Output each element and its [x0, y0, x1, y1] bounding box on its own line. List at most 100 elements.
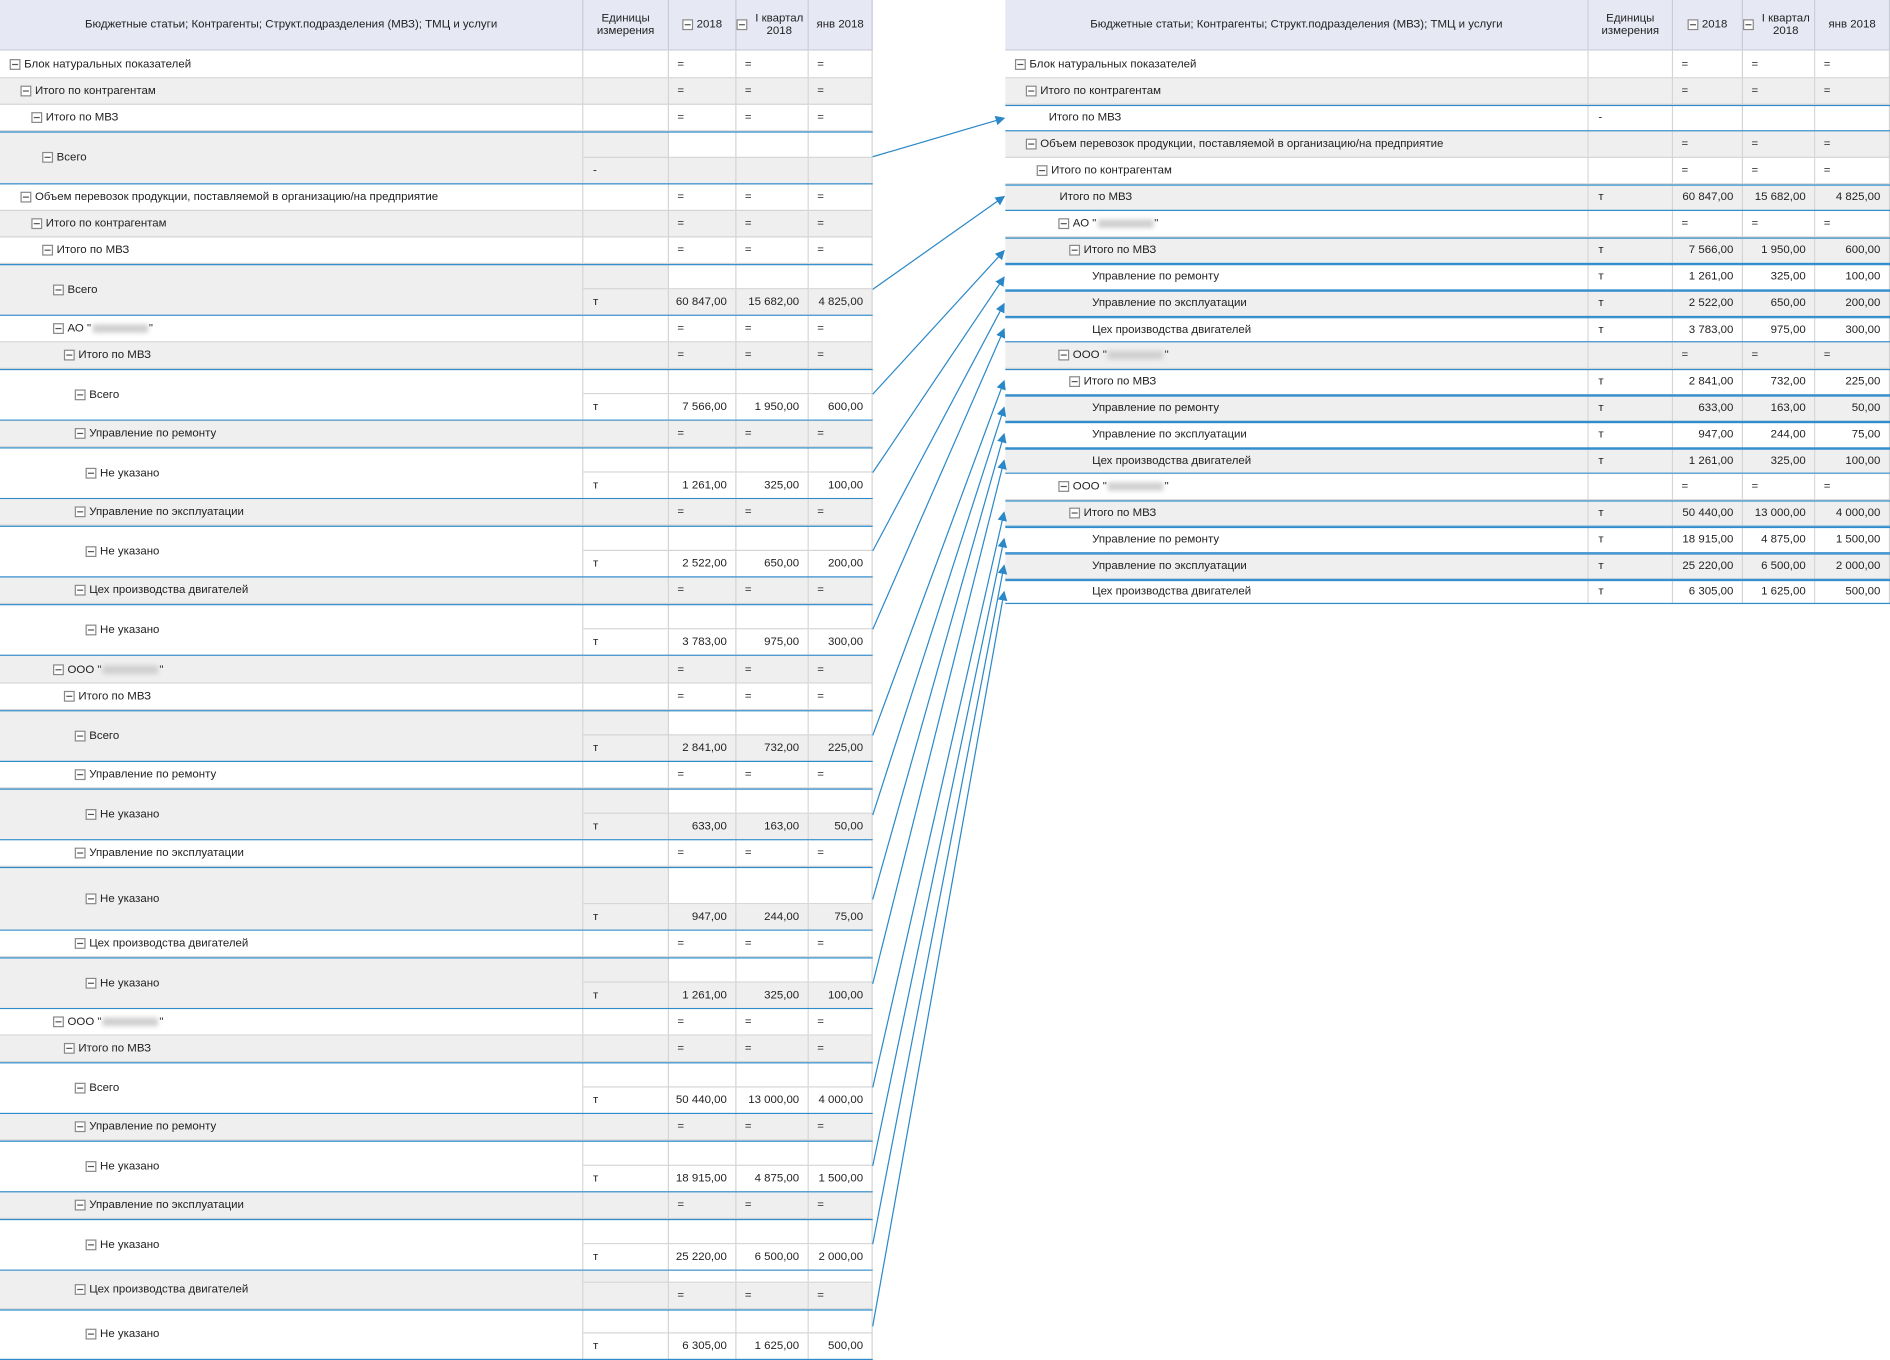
value-cell: = — [668, 237, 737, 265]
mapping-arrow — [872, 432, 1007, 900]
header-cell: янв 2018 — [1815, 0, 1890, 51]
collapse-icon[interactable] — [63, 1042, 75, 1054]
cell-top — [736, 957, 809, 983]
collapse-icon[interactable] — [20, 191, 32, 203]
collapse-icon[interactable] — [74, 938, 86, 949]
collapse-icon[interactable] — [63, 349, 75, 361]
header-text: Единицы измерения — [1601, 11, 1660, 37]
collapse-icon[interactable] — [74, 506, 86, 518]
collapse-icon[interactable] — [74, 1082, 86, 1093]
collapse-icon[interactable] — [85, 1160, 97, 1172]
collapse-icon[interactable] — [74, 428, 86, 439]
cell-top — [668, 1309, 737, 1334]
row-label: АО " " — [1005, 210, 1589, 238]
value-cell: = — [736, 655, 809, 684]
collapse-icon[interactable] — [53, 1016, 64, 1028]
collapse-icon[interactable] — [42, 151, 54, 163]
collapse-icon[interactable] — [682, 19, 694, 31]
collapse-icon[interactable] — [74, 769, 86, 781]
header-cell: Бюджетные статьи; Контрагенты; Структ.по… — [0, 0, 584, 51]
collapse-icon[interactable] — [20, 85, 32, 97]
collapse-icon[interactable] — [1069, 376, 1081, 388]
row-label-text: Всего — [89, 1080, 120, 1095]
cell-top — [808, 957, 873, 983]
collapse-icon[interactable] — [74, 584, 86, 596]
row-label: Не указано — [0, 1218, 584, 1271]
collapse-icon[interactable] — [31, 218, 43, 230]
collapse-icon[interactable] — [85, 623, 97, 635]
value-cell: 633,00 — [1673, 395, 1744, 422]
collapse-icon[interactable] — [1743, 19, 1754, 31]
collapse-icon[interactable] — [1025, 85, 1037, 97]
row-label-text: Не указано — [100, 544, 160, 558]
collapse-icon[interactable] — [1036, 165, 1048, 177]
collapse-icon[interactable] — [1014, 58, 1026, 70]
cell-top — [736, 788, 809, 814]
value-cell: = — [736, 577, 809, 605]
collapse-icon[interactable] — [63, 690, 75, 702]
collapse-icon[interactable] — [1058, 481, 1070, 492]
value-cell: = — [736, 184, 809, 211]
collapse-icon[interactable] — [53, 663, 64, 675]
row-label: Итого по контрагентам — [1005, 157, 1589, 185]
selection-border — [1005, 289, 1890, 291]
collapse-icon[interactable] — [85, 808, 97, 820]
row-label: Объем перевозок продукции, поставляемой … — [0, 184, 584, 211]
row-label-text: Управление по эксплуатации — [89, 505, 244, 519]
collapse-icon[interactable] — [74, 1199, 86, 1211]
collapse-icon[interactable] — [31, 112, 43, 123]
collapse-icon[interactable] — [736, 19, 748, 31]
value-cell: 60 847,00 — [1673, 184, 1744, 211]
collapse-icon[interactable] — [85, 892, 97, 904]
unit-cell — [583, 104, 669, 132]
collapse-icon[interactable] — [85, 977, 97, 989]
value-cell: = — [668, 930, 737, 958]
row-label: Объем перевозок продукции, поставляемой … — [1005, 131, 1589, 158]
collapse-icon[interactable] — [74, 1284, 86, 1295]
unit-cell — [583, 1192, 669, 1219]
value-cell: 225,00 — [808, 735, 873, 763]
value-cell: = — [808, 50, 873, 79]
unit-cell — [583, 210, 669, 238]
collapse-icon[interactable] — [74, 847, 86, 859]
row-label-end: " — [1154, 217, 1159, 231]
value-cell: 1 625,00 — [736, 1333, 809, 1360]
collapse-icon[interactable] — [74, 1121, 86, 1133]
collapse-icon[interactable] — [74, 730, 86, 741]
collapse-icon[interactable] — [9, 58, 21, 70]
collapse-icon[interactable] — [85, 545, 97, 557]
value-cell: = — [668, 1035, 737, 1063]
row-label-text: Цех производства двигателей — [89, 583, 249, 597]
row-label-text: Цех производства двигателей — [89, 936, 249, 951]
collapse-icon[interactable] — [85, 467, 97, 479]
value-cell: 7 566,00 — [668, 394, 737, 421]
value-cell: 732,00 — [1743, 368, 1816, 396]
selection-border — [0, 788, 873, 790]
unit-cell — [583, 655, 669, 684]
row-label-text: Всего — [67, 282, 98, 296]
collapse-icon[interactable] — [1069, 244, 1081, 256]
row-label: Управление по эксплуатации — [0, 840, 584, 867]
row-label: Управление по эксплуатации — [1005, 553, 1589, 580]
collapse-icon[interactable] — [53, 283, 64, 295]
collapse-icon[interactable] — [1058, 349, 1070, 361]
cell-top — [808, 264, 873, 290]
collapse-icon[interactable] — [42, 244, 54, 256]
collapse-icon[interactable] — [1069, 507, 1081, 519]
collapse-icon[interactable] — [1025, 138, 1037, 150]
value-cell: = — [808, 1282, 873, 1310]
collapse-icon[interactable] — [1687, 19, 1699, 31]
row-label: ООО " " — [1005, 473, 1589, 501]
value-cell: = — [1815, 210, 1890, 238]
row-label: Управление по ремонту — [0, 420, 584, 448]
collapse-icon[interactable] — [74, 388, 86, 400]
collapse-icon[interactable] — [1058, 218, 1070, 230]
value-cell: = — [1743, 157, 1816, 185]
collapse-icon[interactable] — [85, 1238, 97, 1250]
header-cell: Единицы измерения — [583, 0, 669, 51]
cell-top — [583, 447, 669, 473]
collapse-icon[interactable] — [53, 323, 64, 334]
collapse-icon[interactable] — [85, 1328, 97, 1340]
